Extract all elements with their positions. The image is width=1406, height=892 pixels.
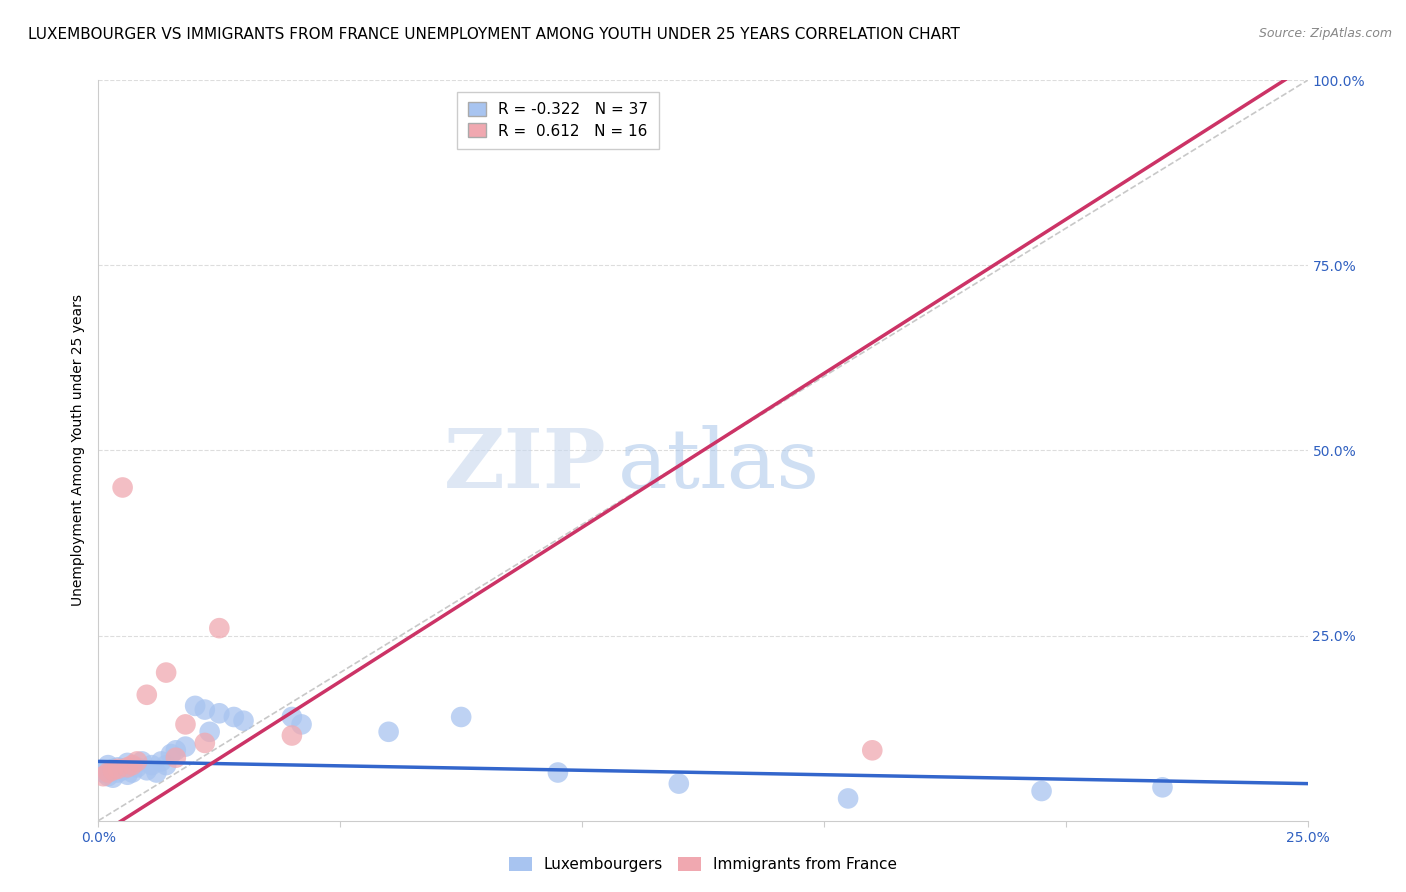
Point <box>155 758 177 772</box>
Point <box>377 724 399 739</box>
Point <box>107 760 129 774</box>
Point <box>141 758 163 772</box>
Point <box>111 762 134 776</box>
Point <box>160 747 183 761</box>
Point <box>91 769 114 783</box>
Point <box>668 776 690 791</box>
Text: LUXEMBOURGER VS IMMIGRANTS FROM FRANCE UNEMPLOYMENT AMONG YOUTH UNDER 25 YEARS C: LUXEMBOURGER VS IMMIGRANTS FROM FRANCE U… <box>28 27 960 42</box>
Point <box>101 764 124 778</box>
Point <box>208 621 231 635</box>
Point <box>131 755 153 769</box>
Point <box>145 765 167 780</box>
Legend: R = -0.322   N = 37, R =  0.612   N = 16: R = -0.322 N = 37, R = 0.612 N = 16 <box>457 92 659 149</box>
Point <box>547 765 569 780</box>
Point <box>184 698 207 713</box>
Point <box>101 762 124 776</box>
Point <box>1031 784 1053 798</box>
Point <box>91 765 114 780</box>
Point <box>121 765 143 780</box>
Point <box>121 758 143 772</box>
Point <box>150 755 173 769</box>
Point <box>107 762 129 776</box>
Point <box>450 710 472 724</box>
Point <box>107 765 129 780</box>
Point <box>281 710 304 724</box>
Point <box>127 760 149 774</box>
Point <box>837 791 859 805</box>
Point <box>155 665 177 680</box>
Point <box>165 743 187 757</box>
Point <box>135 688 157 702</box>
Point <box>97 769 120 783</box>
Point <box>111 764 134 778</box>
Text: ZIP: ZIP <box>444 425 606 505</box>
Point <box>174 739 197 754</box>
Point <box>198 724 221 739</box>
Text: atlas: atlas <box>619 425 821 505</box>
Point <box>208 706 231 721</box>
Text: Source: ZipAtlas.com: Source: ZipAtlas.com <box>1258 27 1392 40</box>
Point <box>117 756 139 770</box>
Point <box>290 717 312 731</box>
Point <box>135 764 157 778</box>
Point <box>117 768 139 782</box>
Point <box>101 771 124 785</box>
Point <box>222 710 245 724</box>
Point <box>97 758 120 772</box>
Point <box>194 703 217 717</box>
Legend: Luxembourgers, Immigrants from France: Luxembourgers, Immigrants from France <box>501 849 905 880</box>
Point <box>1152 780 1174 795</box>
Point <box>860 743 883 757</box>
Point <box>97 765 120 780</box>
Y-axis label: Unemployment Among Youth under 25 years: Unemployment Among Youth under 25 years <box>70 294 84 607</box>
Point <box>174 717 197 731</box>
Point <box>111 480 134 494</box>
Point <box>117 760 139 774</box>
Point <box>232 714 254 728</box>
Point <box>127 755 149 769</box>
Point <box>194 736 217 750</box>
Point <box>165 750 187 764</box>
Point <box>281 729 304 743</box>
